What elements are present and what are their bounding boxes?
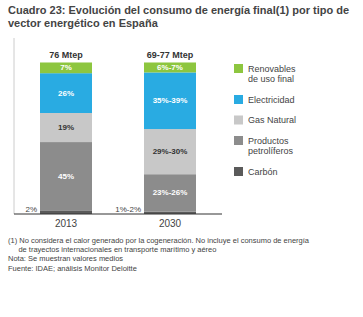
x-axis-line xyxy=(14,213,222,214)
footer: (1) No considera el calor generado por l… xyxy=(0,236,363,273)
data-label: 26% xyxy=(58,89,74,98)
legend-line: petrolíferos xyxy=(248,146,294,156)
legend-line: Productos xyxy=(248,136,289,146)
data-label: 19% xyxy=(58,123,74,132)
legend: Renovablesde uso final Electricidad Gas Na… xyxy=(234,64,296,177)
y-axis-line xyxy=(14,38,15,214)
data-label: 45% xyxy=(58,172,74,181)
footnote: de trayectos internacionales en transpor… xyxy=(8,245,355,254)
title: Cuadro 23: Evolución del consumo de ener… xyxy=(0,0,363,30)
bar-segment xyxy=(40,73,92,113)
data-label: 29%-30% xyxy=(153,147,188,156)
x-tick-label: 2030 xyxy=(159,218,182,229)
data-label: 23%-26% xyxy=(153,188,188,197)
x-tick-label: 2013 xyxy=(55,218,78,229)
chart: 2% 45% 19% 26% 7% 76 Mtep 1%-2% 23%-26% 29%-30% 3… xyxy=(0,30,363,236)
footnote: Nota: Se muestran valores medios xyxy=(8,254,355,263)
legend-label: Productospetrolíferos xyxy=(248,136,294,157)
bar-segment xyxy=(40,113,92,142)
legend-line: de uso final xyxy=(248,74,294,84)
legend-line: Renovables xyxy=(248,64,296,74)
legend-swatch xyxy=(234,95,243,104)
legend-label: Gas Natural xyxy=(248,115,296,125)
legend-label: Electricidad xyxy=(248,95,295,105)
legend-line: Gas Natural xyxy=(248,115,296,125)
legend-swatch xyxy=(234,167,243,176)
bar-segment xyxy=(144,72,196,129)
legend-swatch xyxy=(234,64,243,73)
data-label: 6%-7% xyxy=(157,63,183,72)
bar-segment xyxy=(40,62,92,73)
legend-line: Carbón xyxy=(248,167,278,177)
legend-label: Renovablesde uso final xyxy=(248,64,296,85)
legend-label: Carbón xyxy=(248,167,278,177)
bar-segment xyxy=(144,62,196,72)
bar-segment xyxy=(144,129,196,174)
legend-swatch xyxy=(234,116,243,125)
data-label: 1%-2% xyxy=(115,205,141,214)
bar-segment xyxy=(144,174,196,211)
labels: 2% 45% 19% 26% 7% 76 Mtep 1%-2% 23%-26% 29%-30% 3… xyxy=(25,50,193,213)
bars xyxy=(40,62,196,214)
legend-line: Electricidad xyxy=(248,95,295,105)
bar-segment xyxy=(40,142,92,211)
data-label: 2% xyxy=(25,205,37,214)
data-label: 35%-39% xyxy=(153,96,188,105)
footnote: (1) No considera el calor generado por l… xyxy=(8,236,355,245)
total-label: 76 Mtep xyxy=(49,50,83,60)
total-label: 69-77 Mtep xyxy=(147,50,194,60)
data-label: 7% xyxy=(60,63,72,72)
source: Fuente: IDAE; análisis Monitor Deloitte xyxy=(8,264,355,273)
legend-swatch xyxy=(234,136,243,145)
